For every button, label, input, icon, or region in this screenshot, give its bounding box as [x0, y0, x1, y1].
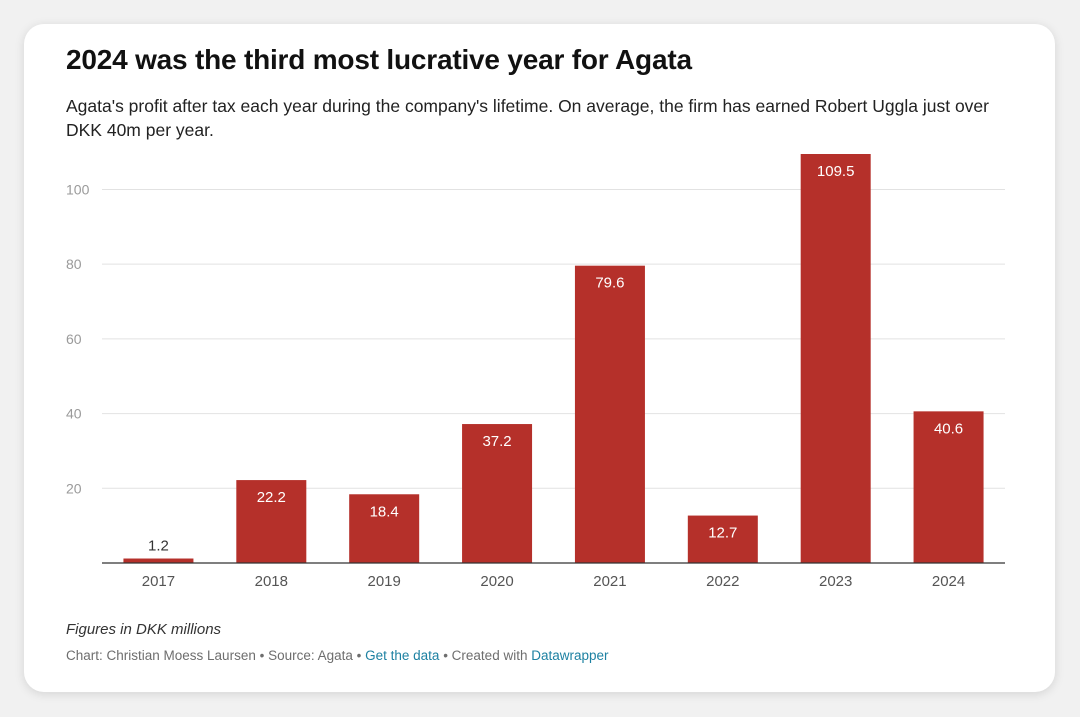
bar-chart: 20 40 60 80 100 1.2 2017 22.2 2018 18.4 2019 37.2 20… [66, 154, 1005, 590]
bar [123, 558, 194, 563]
bar [349, 494, 420, 563]
byline-separator: • [255, 648, 269, 663]
bar [462, 424, 533, 563]
x-category-label: 2020 [480, 573, 513, 590]
x-category-label: 2019 [368, 573, 401, 590]
x-category-label: 2024 [932, 573, 965, 590]
y-tick-label: 60 [66, 331, 82, 347]
value-label: 79.6 [595, 275, 624, 292]
chart-subtitle: Agata's profit after tax each year durin… [66, 96, 989, 140]
x-category-label: 2021 [593, 573, 626, 590]
x-category-label: 2018 [255, 573, 288, 590]
chart-title: 2024 was the third most lucrative year f… [66, 44, 692, 75]
value-label: 1.2 [148, 538, 169, 555]
byline-created-with: Created with [451, 648, 528, 663]
chart-notes: Figures in DKK millions [66, 621, 222, 638]
bar [913, 411, 984, 563]
bar [236, 480, 307, 563]
bar [687, 515, 758, 563]
value-label: 40.6 [934, 420, 963, 437]
y-tick-label: 80 [66, 256, 82, 272]
y-tick-label: 40 [66, 406, 82, 422]
byline-author: Chart: Christian Moess Laursen [66, 648, 256, 663]
get-the-data-link[interactable]: Get the data [365, 648, 440, 663]
x-category-label: 2017 [142, 573, 175, 590]
bar [574, 265, 645, 563]
y-tick-label: 20 [66, 480, 82, 496]
byline-separator: • [439, 648, 452, 663]
x-category-label: 2022 [706, 573, 739, 590]
byline-separator: • [352, 648, 366, 663]
value-label: 22.2 [257, 489, 286, 506]
value-label: 37.2 [482, 433, 511, 450]
chart-byline: Chart: Christian Moess Laursen • Source:… [66, 648, 609, 663]
y-tick-label: 100 [66, 181, 90, 197]
byline-source: Source: Agata [268, 648, 353, 663]
datawrapper-link[interactable]: Datawrapper [531, 648, 609, 663]
value-label: 18.4 [370, 503, 399, 520]
chart-card: 2024 was the third most lucrative year f… [24, 24, 1055, 692]
value-label: 12.7 [708, 525, 737, 542]
x-category-label: 2023 [819, 573, 852, 590]
value-label: 109.5 [817, 163, 855, 180]
bar [800, 154, 871, 563]
